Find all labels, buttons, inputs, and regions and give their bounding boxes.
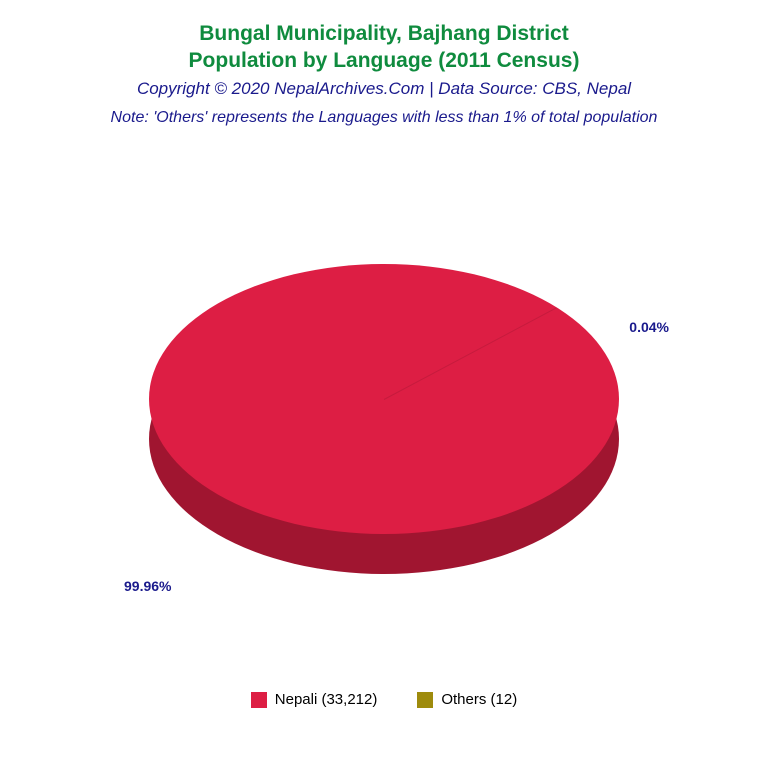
chart-legend: Nepali (33,212) Others (12) xyxy=(251,691,517,708)
title-line-1: Bungal Municipality, Bajhang District xyxy=(189,20,580,47)
legend-text-nepali: Nepali (33,212) xyxy=(275,691,378,708)
legend-item-nepali: Nepali (33,212) xyxy=(251,691,378,708)
note-text: Note: 'Others' represents the Languages … xyxy=(111,109,658,127)
legend-swatch-others xyxy=(417,692,433,708)
slice-divider xyxy=(384,289,592,400)
pie-chart-area: 99.96% 0.04% xyxy=(0,177,768,671)
legend-swatch-nepali xyxy=(251,692,267,708)
chart-title: Bungal Municipality, Bajhang District Po… xyxy=(189,20,580,75)
label-small-slice: 0.04% xyxy=(629,319,669,335)
pie-wrapper: 99.96% 0.04% xyxy=(149,264,619,584)
copyright-text: Copyright © 2020 NepalArchives.Com | Dat… xyxy=(137,79,631,99)
label-main-slice: 99.96% xyxy=(124,578,171,594)
pie-top xyxy=(149,264,619,534)
legend-text-others: Others (12) xyxy=(441,691,517,708)
chart-container: Bungal Municipality, Bajhang District Po… xyxy=(0,0,768,768)
title-line-2: Population by Language (2011 Census) xyxy=(189,47,580,74)
legend-item-others: Others (12) xyxy=(417,691,517,708)
